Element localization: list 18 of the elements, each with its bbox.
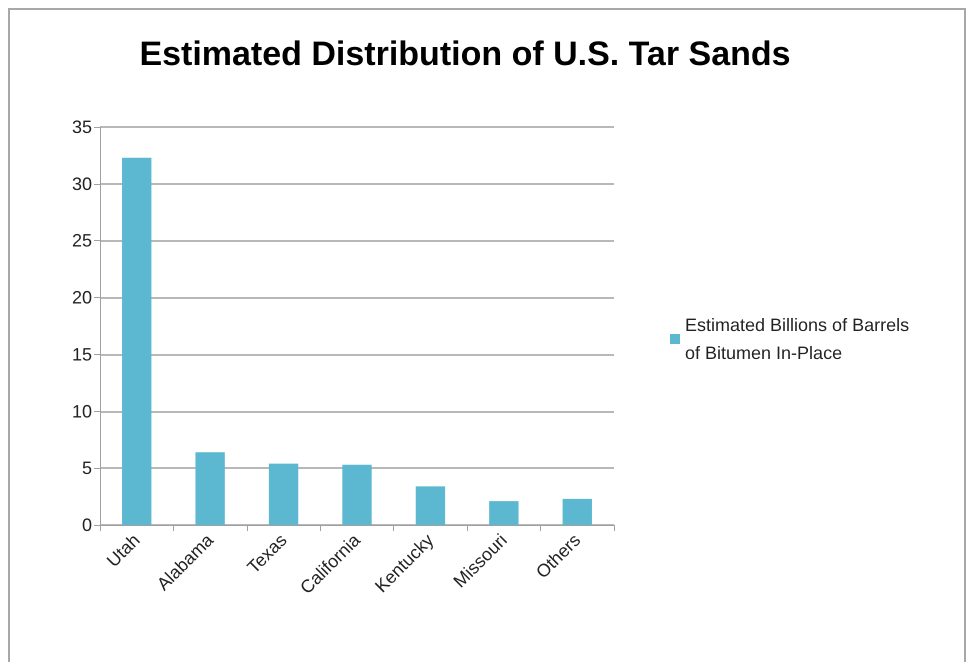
y-tick-label: 30 <box>72 174 92 194</box>
y-tick-label: 20 <box>72 288 92 308</box>
bar <box>195 452 225 525</box>
bar <box>122 158 152 525</box>
bar <box>268 464 298 525</box>
y-tick-label: 25 <box>72 230 92 251</box>
bar <box>562 498 592 525</box>
chart-title: Estimated Distribution of U.S. Tar Sands <box>139 35 791 73</box>
bar <box>489 501 519 525</box>
y-tick-label: 35 <box>72 117 92 137</box>
y-tick-label: 5 <box>82 458 92 478</box>
legend-label: Estimated Billions of Barrels of Bitumen In-Place <box>685 315 910 363</box>
bar <box>342 464 372 525</box>
bar <box>416 486 446 525</box>
y-tick-label: 10 <box>72 401 92 422</box>
y-tick-label: 0 <box>82 515 92 535</box>
y-tick-label: 15 <box>72 344 92 364</box>
x-tick-label: Utah <box>102 530 144 571</box>
